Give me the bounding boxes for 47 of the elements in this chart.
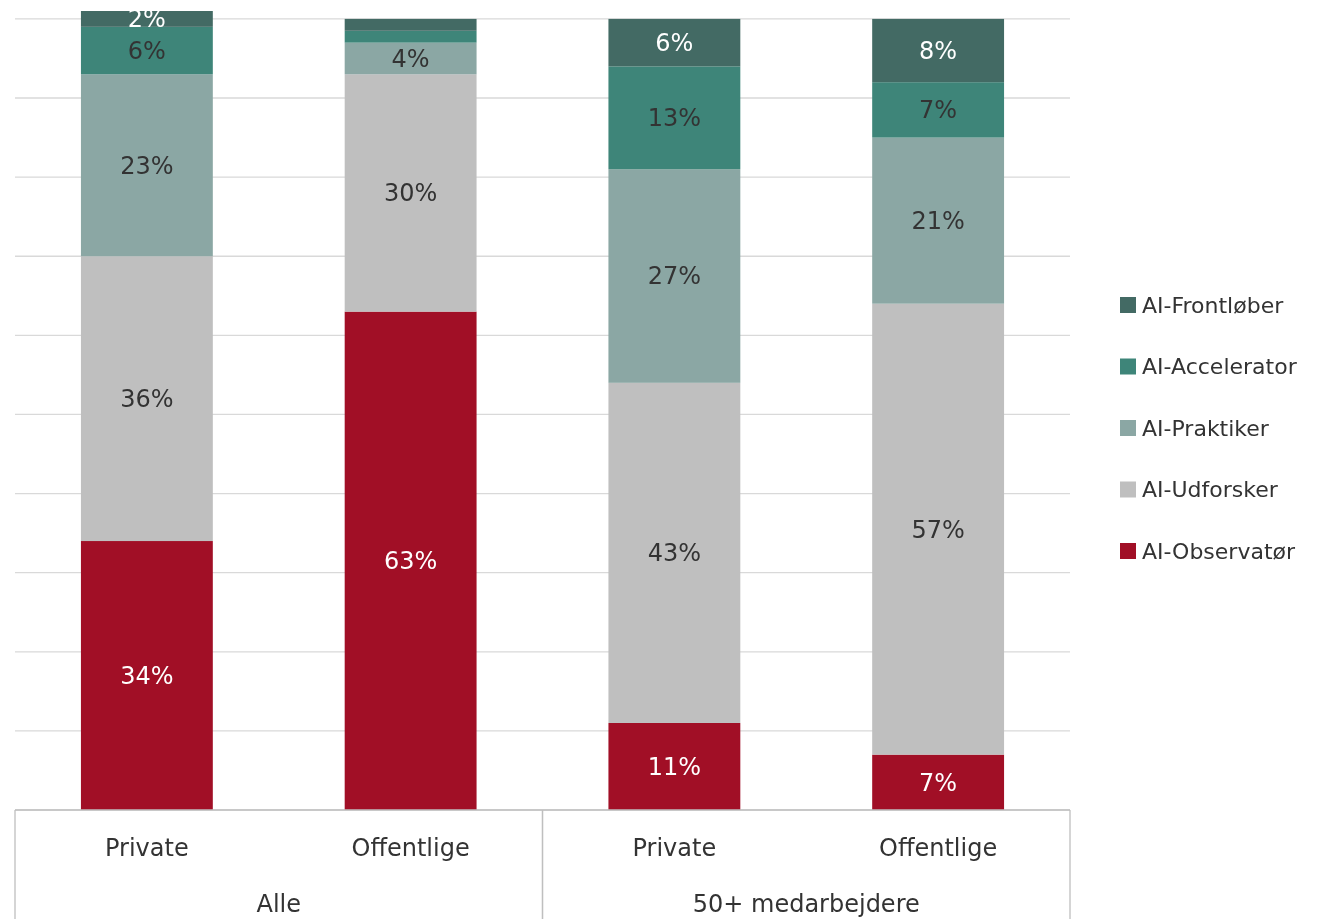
data-label: 11% (647, 752, 702, 781)
text: 50+ medarbejdere (692, 890, 920, 919)
bar (344, 30, 477, 43)
bar (872, 137, 1005, 304)
legend-label: AI-Accelerator (1142, 354, 1298, 380)
data-label: 43% (647, 539, 702, 568)
data-label: 6% (127, 36, 166, 65)
data-label: 21% (911, 207, 965, 236)
data-label: 13% (647, 104, 702, 133)
bar (872, 303, 1005, 755)
data-label: 57% (911, 515, 965, 544)
bar (80, 74, 213, 257)
bar (872, 18, 1005, 83)
data-label: 4% (391, 44, 430, 73)
data-label: 34% (120, 661, 174, 690)
x-tick-label: Offentlige (879, 834, 998, 863)
x-tick-label: Private (105, 834, 189, 863)
x-tick-label: Offentlige (351, 834, 470, 863)
bar (872, 82, 1005, 138)
legend-label: AI-Praktiker (1142, 415, 1270, 441)
data-label: 7% (919, 768, 958, 797)
data-label: 6% (655, 29, 694, 58)
data-label: 30% (383, 179, 438, 208)
bar (608, 18, 741, 67)
bar (80, 541, 213, 810)
data-label: 63% (383, 547, 438, 576)
bar (80, 26, 213, 75)
data-label: 23% (120, 151, 174, 180)
data-label: 27% (647, 262, 702, 291)
bar (608, 722, 741, 810)
bar (344, 18, 477, 31)
text: Alle (256, 890, 302, 919)
data-label: 8% (919, 36, 958, 65)
bar (80, 256, 213, 542)
bar (344, 74, 477, 312)
bar (344, 42, 477, 75)
bar (608, 382, 741, 723)
bar (872, 754, 1005, 810)
bar (608, 169, 741, 383)
data-label: 36% (120, 385, 174, 414)
x-tick-label: Private (632, 834, 717, 863)
data-label: 7% (919, 96, 958, 125)
legend-label: AI-Frontløber (1142, 292, 1285, 318)
legend-label: AI-Observatør (1142, 538, 1296, 564)
bar (608, 66, 741, 170)
bar (344, 311, 477, 810)
legend-label: AI-Udforsker (1142, 477, 1279, 503)
